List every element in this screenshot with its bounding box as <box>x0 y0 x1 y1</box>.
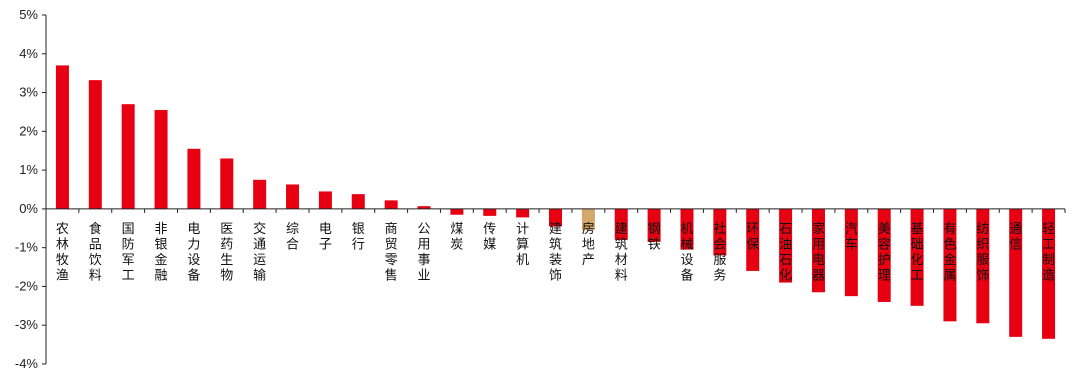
category-label: 轻工制造 <box>1042 222 1055 284</box>
bar <box>844 208 858 297</box>
category-label: 电子 <box>319 222 332 253</box>
y-axis: -4% -3% -2% -1% 0% 1% 2% 3% 4% 5% <box>15 7 47 371</box>
category-label: 煤炭 <box>450 222 463 253</box>
bar <box>976 208 990 324</box>
bar <box>351 194 365 209</box>
category-label: 传媒 <box>483 222 496 253</box>
category-label: 钢铁 <box>648 222 661 253</box>
zero-axis <box>45 208 1066 213</box>
category-label: 纺织服饰 <box>976 222 989 284</box>
y-tick-label: -1% <box>15 240 39 255</box>
y-tick-label: 2% <box>19 123 38 138</box>
bar <box>581 208 595 231</box>
y-tick-label: 1% <box>19 162 38 177</box>
category-label: 汽车 <box>845 222 858 253</box>
category-label: 食品饮料 <box>89 221 102 284</box>
bar <box>55 65 69 209</box>
category-label: 房地产 <box>582 221 595 268</box>
category-label: 农林牧渔 <box>56 222 69 284</box>
bar <box>746 208 760 271</box>
bar <box>417 206 431 209</box>
bar <box>121 104 135 209</box>
bars-group <box>55 65 1056 339</box>
bar <box>910 208 924 306</box>
bar <box>88 80 102 209</box>
category-label: 交通运输 <box>253 221 266 284</box>
category-label: 有色金属 <box>943 222 956 284</box>
y-tick-label: 4% <box>19 46 38 61</box>
category-label: 通信 <box>1009 222 1022 253</box>
bar <box>253 179 267 209</box>
category-label: 非银金融 <box>155 222 168 284</box>
category-label: 机械设备 <box>680 222 693 284</box>
bar <box>318 191 332 209</box>
category-label: 美容护理 <box>878 222 891 284</box>
category-label: 电力设备 <box>187 222 200 284</box>
category-label: 国防军工 <box>122 222 135 284</box>
category-label: 建筑材料 <box>615 222 628 284</box>
y-tick-label: -3% <box>15 317 39 332</box>
bar <box>614 208 628 240</box>
bar <box>1042 208 1056 339</box>
bar <box>154 110 168 209</box>
category-label: 建筑装饰 <box>549 222 562 284</box>
bar <box>384 200 398 209</box>
bar <box>286 184 300 209</box>
category-label: 综合 <box>286 222 299 253</box>
y-tick-label: -2% <box>15 278 39 293</box>
bar <box>713 208 727 256</box>
y-tick-label: -4% <box>15 356 39 371</box>
category-label: 商贸零售 <box>385 222 398 284</box>
bar <box>187 148 201 209</box>
bar <box>549 208 562 227</box>
category-label: 银行 <box>352 222 365 253</box>
bar <box>877 208 891 302</box>
category-label: 社会服务 <box>713 221 726 284</box>
y-tick-label: 3% <box>19 85 38 100</box>
category-label: 计算机 <box>516 222 529 268</box>
bar <box>811 208 825 293</box>
y-tick-label: 5% <box>19 7 38 22</box>
category-label: 石油石化 <box>779 222 792 284</box>
bar <box>450 208 464 215</box>
category-label: 家用电器 <box>812 221 825 284</box>
bar <box>1009 208 1023 337</box>
bar <box>516 208 530 218</box>
bar <box>943 208 957 322</box>
bar <box>220 158 234 209</box>
bar <box>483 208 497 216</box>
category-label: 医药生物 <box>220 222 233 284</box>
category-label: 公用事业 <box>418 222 431 284</box>
y-tick-label: 0% <box>19 201 38 216</box>
bar <box>647 208 661 242</box>
bar <box>779 208 793 283</box>
category-label: 环保 <box>746 222 759 253</box>
category-label: 基础化工 <box>911 222 924 284</box>
bar <box>680 208 694 250</box>
